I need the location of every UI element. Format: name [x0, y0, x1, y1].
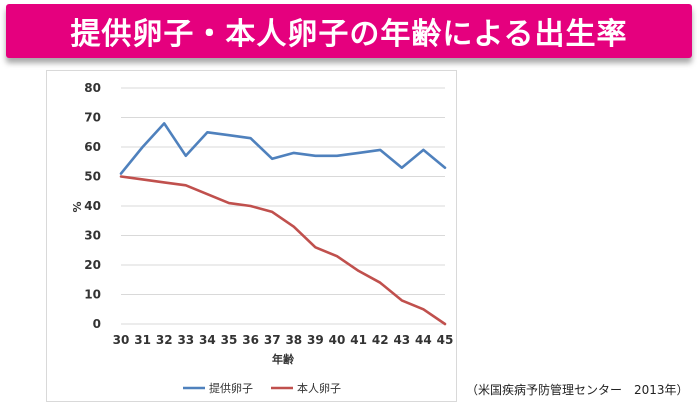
y-tick-label: 60	[84, 140, 101, 154]
y-tick-label: 0	[93, 317, 101, 331]
series-line-1	[119, 122, 447, 175]
x-tick-label: 43	[393, 333, 410, 347]
legend-label-1: 提供卵子	[209, 381, 253, 395]
x-axis-label: 年齢	[272, 352, 295, 366]
source-note: （米国疾病予防管理センター 2013年）	[466, 383, 689, 397]
x-tick-label: 31	[134, 333, 151, 347]
x-tick-label: 42	[372, 333, 389, 347]
y-tick-label: 80	[84, 81, 101, 95]
x-tick-label: 35	[221, 333, 238, 347]
x-tick-label: 37	[264, 333, 281, 347]
x-tick-label: 33	[177, 333, 194, 347]
y-tick-label: 50	[84, 170, 101, 184]
x-tick-label: 44	[415, 333, 432, 347]
x-tick-label: 40	[329, 333, 346, 347]
y-tick-label: 70	[84, 111, 101, 125]
page-title: 提供卵子・本人卵子の年齢による出生率	[70, 17, 628, 52]
legend-label-2: 本人卵子	[297, 381, 341, 395]
y-tick-label: 30	[84, 229, 101, 243]
y-axis-label: %	[71, 201, 84, 212]
y-tick-label: 40	[84, 199, 101, 213]
chart-frame: 0 10 20 30 40 50 60 70 80 30 31 32 33 34 35 36 37 38 39 40 4…	[46, 70, 457, 402]
x-tick-label: 34	[199, 333, 216, 347]
x-tick-label: 36	[242, 333, 259, 347]
x-tick-label: 41	[350, 333, 367, 347]
x-tick-label: 39	[307, 333, 324, 347]
y-tick-label: 10	[84, 288, 101, 302]
y-tick-label: 20	[84, 258, 101, 272]
line-chart: 0 10 20 30 40 50 60 70 80 30 31 32 33 34 35 36 37 38 39 40 4…	[71, 81, 454, 395]
x-tick-label: 45	[437, 333, 454, 347]
title-banner: 提供卵子・本人卵子の年齢による出生率	[6, 4, 692, 58]
x-tick-label: 32	[156, 333, 173, 347]
series-line-2	[119, 175, 447, 326]
x-tick-label: 38	[285, 333, 302, 347]
x-tick-label: 30	[113, 333, 130, 347]
